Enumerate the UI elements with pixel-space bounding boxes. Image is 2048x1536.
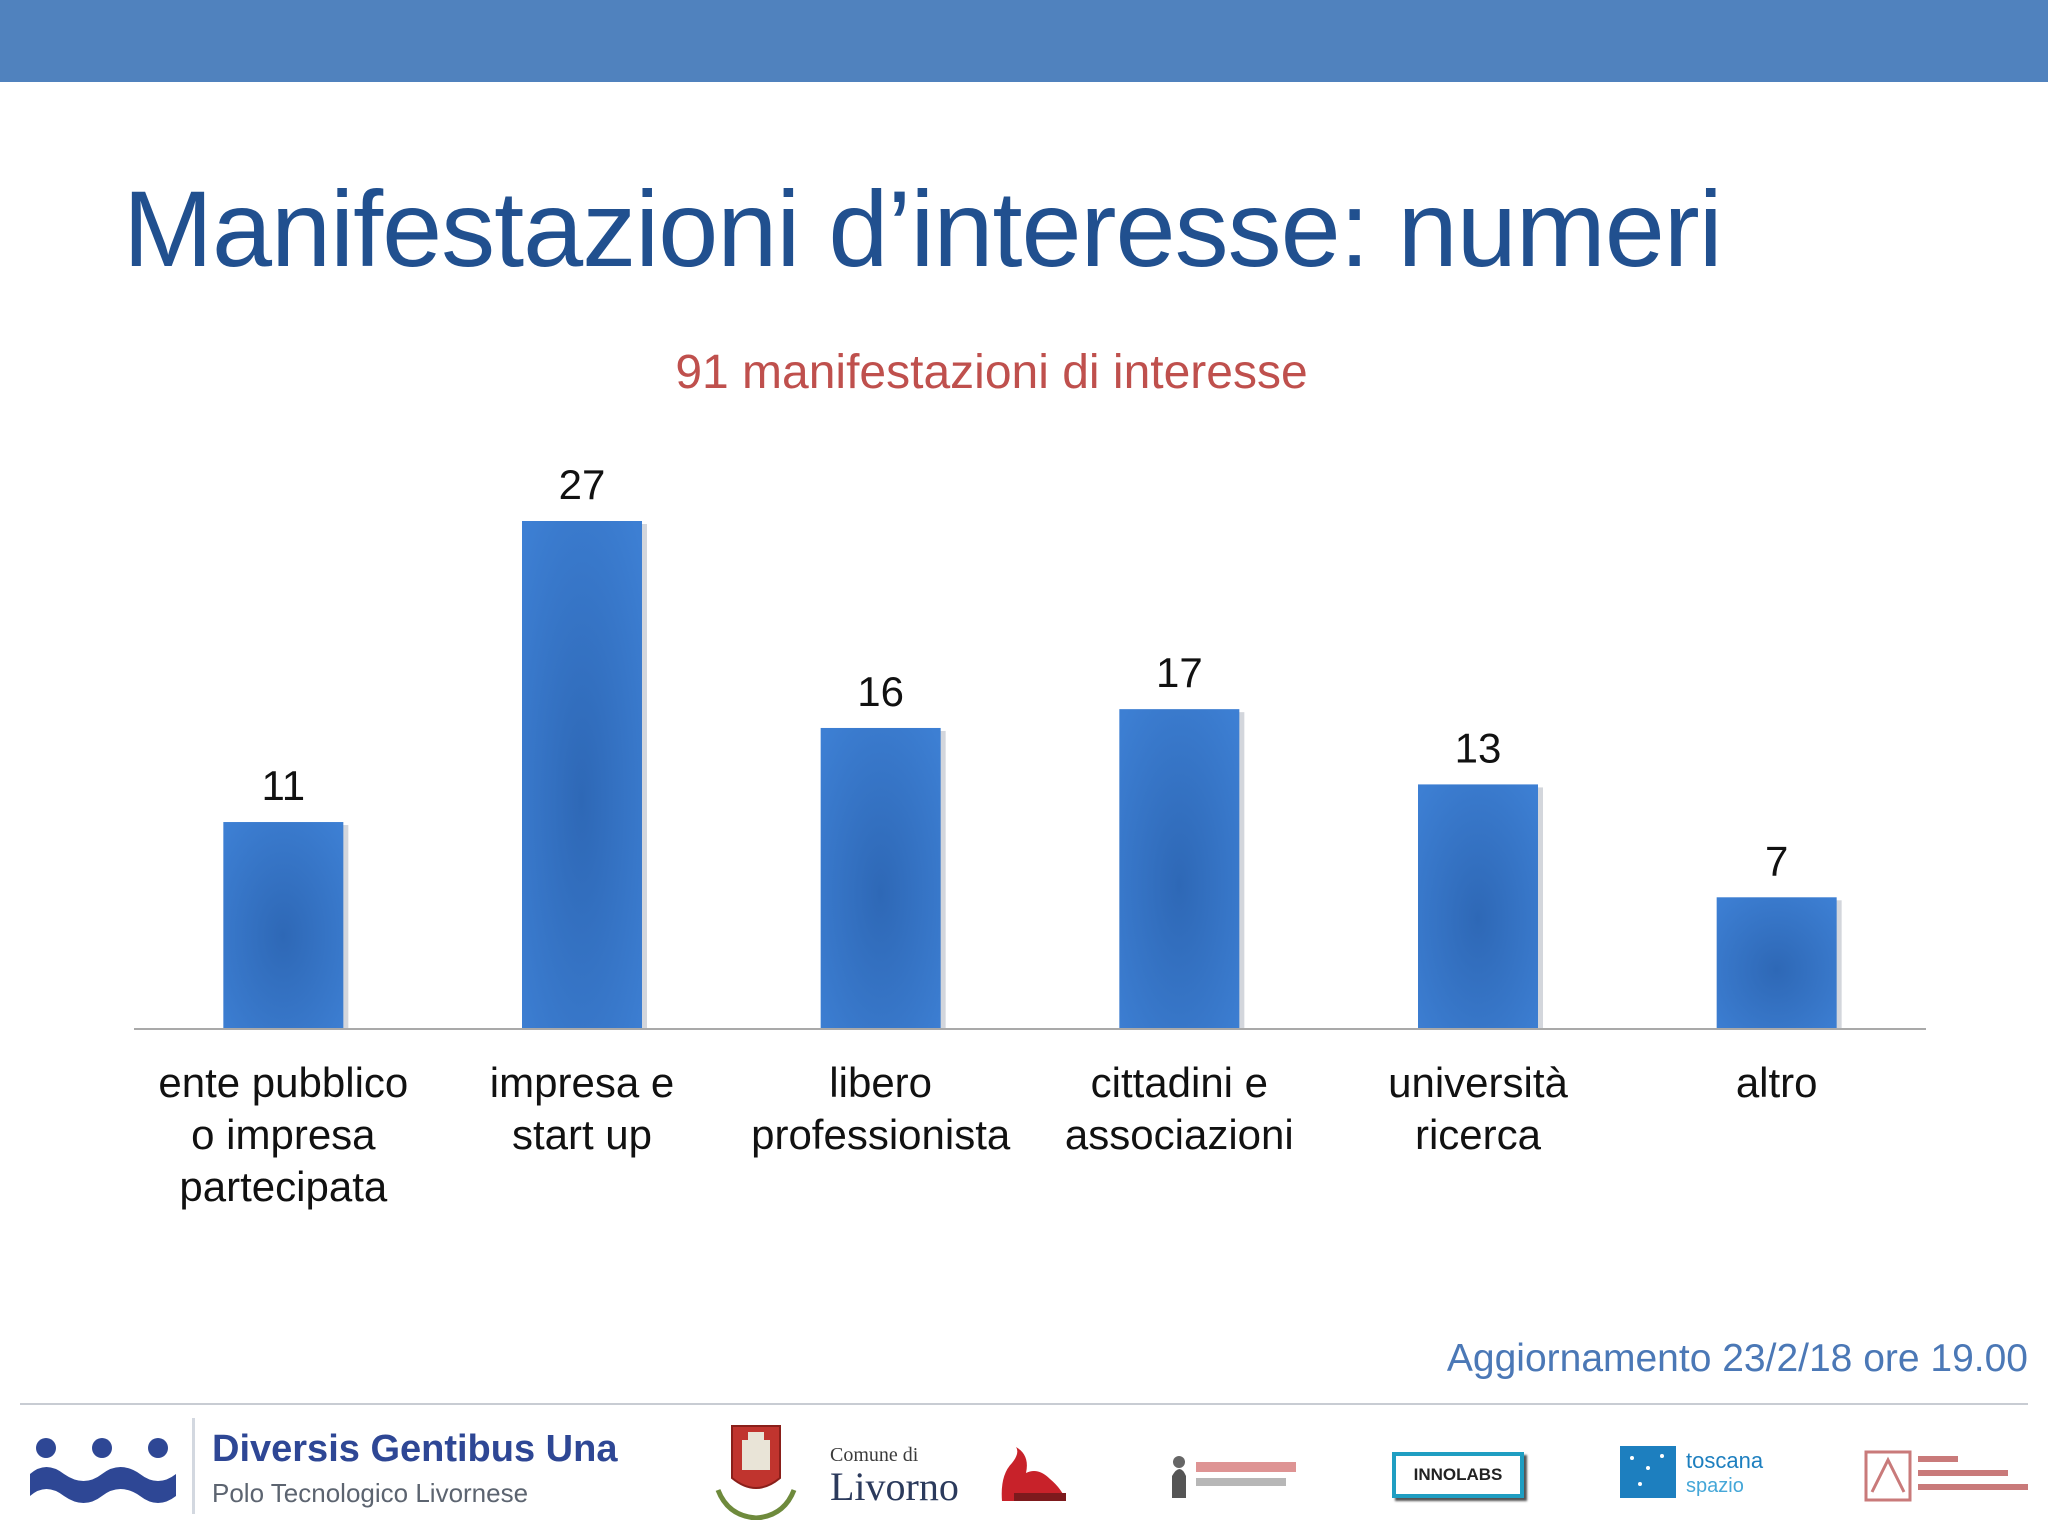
top-banner — [0, 0, 2048, 82]
sant-anna-logo — [1864, 1450, 2028, 1502]
category-label: università ricerca — [1388, 1059, 1568, 1158]
sirene-logo — [1001, 1447, 1066, 1501]
bar — [820, 727, 941, 1029]
comune-label: Comune di — [830, 1444, 919, 1466]
category-label: impresa e start up — [490, 1059, 674, 1158]
category-label: altro — [1736, 1059, 1818, 1106]
bar-value-label: 13 — [1455, 724, 1502, 771]
innolabs-logo: INNOLABS — [1392, 1452, 1524, 1498]
comune-livorno-logo: Comune di Livorno — [830, 1444, 959, 1507]
bar — [522, 521, 642, 1029]
category-label: libero professionista — [751, 1059, 1011, 1158]
footer-divider — [20, 1403, 2028, 1405]
comune-city: Livorno — [830, 1464, 959, 1509]
logo-divider — [192, 1418, 195, 1514]
bar-value-label: 11 — [262, 762, 306, 809]
category-label: cittadini e associazioni — [1065, 1059, 1294, 1158]
bar — [223, 822, 344, 1029]
toscana-text: toscana — [1686, 1448, 1764, 1473]
bar — [1418, 784, 1538, 1029]
chart-title: 91 manifestazioni di interesse — [675, 346, 1308, 399]
diversis-gentibus-una-logo: Diversis Gentibus Una Polo Tecnologico L… — [28, 1418, 628, 1518]
update-note: Aggiornamento 23/2/18 ore 19.00 — [1446, 1337, 2028, 1380]
toscana-spazio-logo: toscana spazio — [1618, 1444, 1768, 1505]
crest-icon — [715, 1425, 797, 1520]
category-label: ente pubblico o impresa partecipata — [158, 1059, 408, 1210]
bar-chart: 11 27 16 17 13 7 ente pubblico o impresa partec… — [134, 461, 1926, 1210]
promo-pa-logo — [1172, 1456, 1296, 1498]
logo-subtitle: Polo Tecnologico Livornese — [212, 1478, 529, 1508]
bar-value-label: 7 — [1765, 837, 1788, 884]
bar — [1119, 709, 1240, 1029]
spazio-text: spazio — [1686, 1475, 1744, 1497]
bar-value-label: 16 — [857, 668, 904, 715]
bar — [1716, 897, 1837, 1029]
page-title: Manifestazioni d’interesse: numeri — [123, 168, 1723, 289]
bar-value-label: 17 — [1156, 649, 1203, 696]
bar-value-label: 27 — [559, 461, 606, 508]
toscana-spazio-icon: toscana spazio — [1620, 1446, 1764, 1498]
dgu-waves-icon — [30, 1438, 176, 1503]
logo-title: Diversis Gentibus Una — [212, 1428, 618, 1470]
